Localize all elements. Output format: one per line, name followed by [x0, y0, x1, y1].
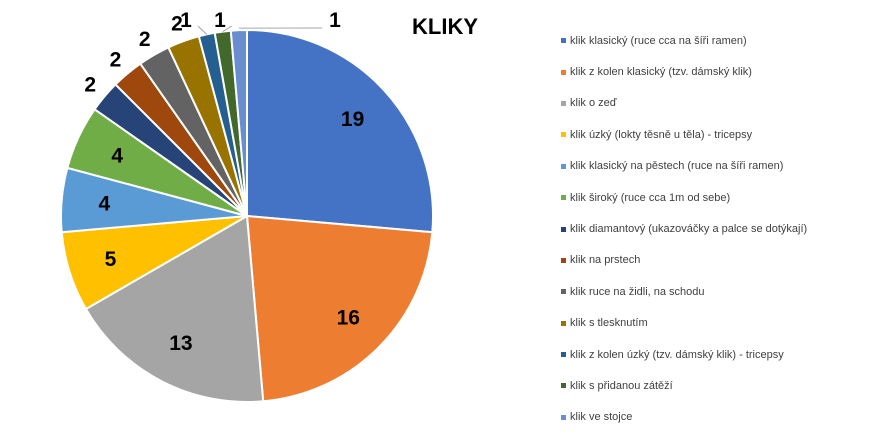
data-label: 4 — [98, 193, 110, 216]
legend-label: klik široký (ruce cca 1m od sebe) — [570, 191, 731, 204]
legend-item: klik ruce na židli, na schodu — [561, 276, 881, 307]
legend-label: klik klasický na pěstech (ruce na šíři r… — [570, 160, 784, 173]
data-label: 2 — [171, 13, 183, 36]
data-label: 2 — [110, 48, 122, 71]
pie-slice — [246, 28, 434, 234]
legend-swatch — [561, 69, 566, 75]
legend-swatch — [561, 320, 566, 326]
data-label: 2 — [84, 73, 96, 96]
legend-item: klik ve stojce — [561, 402, 881, 433]
legend-swatch — [561, 38, 566, 44]
data-label: 1 — [180, 9, 192, 32]
data-label: 19 — [341, 108, 364, 131]
legend-swatch — [561, 195, 566, 201]
legend-label: klik klasický (ruce cca na šíři ramen) — [570, 34, 747, 47]
legend-swatch — [561, 352, 566, 358]
legend-item: klik s tlesknutím — [561, 308, 881, 339]
legend-label: klik ruce na židli, na schodu — [570, 285, 705, 298]
leader-line — [197, 25, 208, 35]
legend-item: klik úzký (lokty těsně u těla) - triceps… — [561, 119, 881, 150]
data-label: 2 — [139, 28, 151, 51]
legend-item: klik klasický (ruce cca na šíři ramen) — [561, 25, 881, 56]
legend-swatch — [561, 414, 566, 420]
chart-title: KLIKY — [412, 14, 478, 39]
legend-swatch — [561, 226, 566, 232]
legend-label: klik s přidanou zátěží — [570, 379, 673, 392]
legend-item: klik klasický na pěstech (ruce na šíři r… — [561, 151, 881, 182]
data-label: 5 — [105, 248, 117, 271]
legend-item: klik o zeď — [561, 88, 881, 119]
legend-item: klik na prstech — [561, 245, 881, 276]
pie-slice — [229, 28, 248, 217]
legend-item: klik z kolen úzký (tzv. dámský klik) - t… — [561, 339, 881, 370]
legend-swatch — [561, 289, 566, 295]
legend-item: klik diamantový (ukazováčky a palce se d… — [561, 213, 881, 244]
data-label: 13 — [169, 332, 192, 355]
legend-item: klik široký (ruce cca 1m od sebe) — [561, 182, 881, 213]
legend-swatch — [561, 257, 566, 263]
legend-item: klik z kolen klasický (tzv. dámský klik) — [561, 56, 881, 87]
legend-label: klik diamantový (ukazováčky a palce se d… — [570, 223, 808, 236]
legend-label: klik o zeď — [570, 97, 617, 110]
legend-label: klik úzký (lokty těsně u těla) - triceps… — [570, 128, 753, 141]
legend-swatch — [561, 383, 566, 389]
legend-label: klik na prstech — [570, 254, 641, 267]
data-label: 1 — [329, 9, 341, 32]
legend-label: klik z kolen klasický (tzv. dámský klik) — [570, 66, 752, 79]
pie-slice — [245, 214, 434, 403]
chart-legend: klik klasický (ruce cca na šíři ramen) kl… — [561, 25, 881, 433]
legend-label: klik z kolen úzký (tzv. dámský klik) - t… — [570, 348, 784, 361]
legend-item: klik s přidanou zátěží — [561, 370, 881, 401]
data-label: 4 — [111, 144, 123, 167]
legend-label: klik s tlesknutím — [570, 317, 648, 330]
legend-swatch — [561, 100, 566, 106]
pie-slice — [84, 214, 265, 403]
legend-swatch — [561, 163, 566, 169]
legend-label: klik ve stojce — [570, 411, 633, 424]
data-label: 1 — [214, 9, 226, 32]
legend-swatch — [561, 132, 566, 138]
leader-line — [222, 25, 233, 33]
data-label: 16 — [337, 306, 360, 329]
